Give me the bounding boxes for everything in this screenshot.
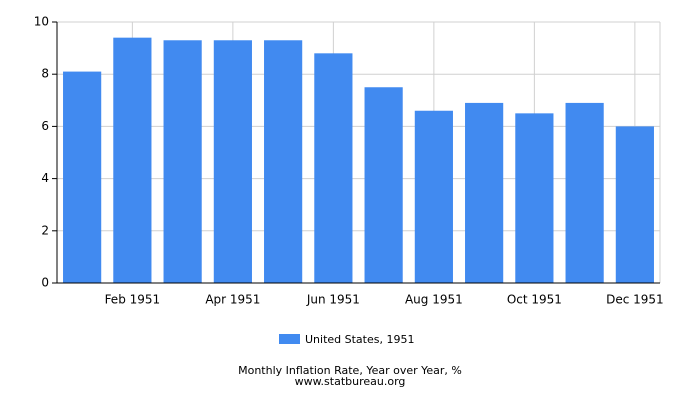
bar <box>364 87 403 283</box>
y-tick-label: 0 <box>41 276 49 290</box>
bar <box>465 102 504 283</box>
bar <box>213 40 252 283</box>
x-tick-label: Oct 1951 <box>507 293 562 307</box>
x-tick-label: Feb 1951 <box>105 293 161 307</box>
bar <box>565 102 604 283</box>
x-tick-label: Dec 1951 <box>606 293 664 307</box>
bar <box>264 40 303 283</box>
chart-title: Monthly Inflation Rate, Year over Year, … <box>238 364 462 377</box>
bar <box>163 40 202 283</box>
y-tick-label: 2 <box>41 223 49 237</box>
chart-subtitle: www.statbureau.org <box>295 375 406 388</box>
x-tick-label: Aug 1951 <box>405 293 463 307</box>
x-tick-label: Jun 1951 <box>306 293 360 307</box>
legend-label: United States, 1951 <box>305 333 414 346</box>
y-tick-label: 10 <box>34 15 49 29</box>
bar <box>63 71 102 283</box>
y-tick-label: 6 <box>41 119 49 133</box>
legend-swatch <box>279 334 300 344</box>
x-tick-label: Apr 1951 <box>205 293 260 307</box>
bar <box>515 113 554 283</box>
y-tick-label: 4 <box>41 171 49 185</box>
y-tick-label: 8 <box>41 67 49 81</box>
bar <box>113 37 152 283</box>
bar <box>615 126 654 284</box>
bar <box>414 110 453 284</box>
bar <box>314 53 353 283</box>
